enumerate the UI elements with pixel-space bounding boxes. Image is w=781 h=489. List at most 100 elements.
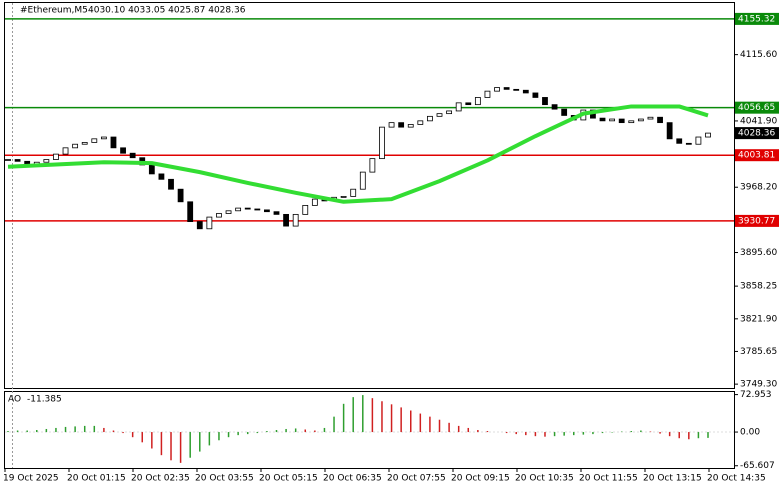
y-tick-label: 3749.30 (740, 380, 777, 390)
candle (561, 108, 568, 116)
x-tick-label: 20 Oct 14:35 (707, 474, 766, 484)
candle (302, 204, 309, 215)
candle (436, 113, 443, 117)
ao-current: -11.385 (27, 395, 62, 405)
x-tick-label: 20 Oct 01:15 (67, 474, 126, 484)
candle (5, 159, 11, 161)
candle (311, 198, 318, 206)
candle (705, 132, 711, 138)
candle (522, 89, 529, 94)
candle (637, 118, 644, 122)
candle (647, 116, 654, 120)
x-tick-label: 20 Oct 02:35 (131, 474, 190, 484)
candle (657, 116, 663, 124)
level-label: 4003.81 (738, 151, 775, 161)
candle (618, 118, 625, 124)
candle (369, 158, 376, 173)
candle (398, 122, 405, 128)
candle (599, 117, 606, 122)
candle (196, 221, 203, 230)
candle (292, 213, 299, 227)
chart-title: #Ethereum,M5 (20, 6, 88, 16)
candle (503, 87, 510, 90)
candle (340, 195, 347, 198)
candle (542, 97, 548, 106)
candle (455, 102, 462, 112)
ao-frame (4, 391, 735, 469)
candle (494, 87, 500, 92)
candle (628, 120, 635, 124)
x-tick-label: 20 Oct 10:35 (515, 474, 574, 484)
candle (388, 122, 395, 128)
candle (62, 147, 69, 155)
x-tick-label: 20 Oct 07:55 (387, 474, 446, 484)
current-price-label: 4028.36 (738, 129, 775, 139)
candle (206, 216, 213, 230)
ao-tick-label: 72.953 (740, 390, 772, 400)
candle (407, 124, 414, 128)
x-tick-label: 20 Oct 03:55 (195, 474, 254, 484)
candle (685, 142, 692, 145)
x-tick-label: 20 Oct 09:15 (451, 474, 510, 484)
candle (446, 110, 452, 115)
level-label: 3930.77 (738, 216, 775, 226)
candle (187, 201, 194, 222)
candle (695, 136, 702, 145)
candle (225, 210, 232, 214)
y-tick-label: 3785.65 (740, 347, 777, 357)
x-tick-label: 20 Oct 11:55 (579, 474, 638, 484)
level-label: 4056.65 (738, 103, 775, 113)
current-price-box (735, 127, 779, 140)
x-tick-label: 20 Oct 05:15 (259, 474, 318, 484)
candle (484, 90, 491, 98)
candle (91, 138, 98, 143)
candle (417, 120, 424, 125)
x-tick-label: 19 Oct 2025 (3, 474, 59, 484)
price-frame (4, 2, 735, 389)
y-tick-label: 3968.20 (740, 183, 777, 193)
candle (120, 147, 126, 154)
candle (81, 142, 88, 145)
x-tick-label: 20 Oct 13:15 (643, 474, 702, 484)
candle (216, 213, 222, 218)
candle (168, 178, 174, 190)
candle (129, 152, 136, 159)
x-tick-label: 20 Oct 06:35 (323, 474, 382, 484)
candle (273, 211, 280, 215)
candle (244, 207, 251, 210)
candle (676, 138, 683, 144)
candle (379, 126, 385, 160)
candle (359, 171, 366, 190)
candle (72, 143, 79, 149)
candle (100, 136, 107, 140)
candle (110, 136, 117, 149)
ohlc-text: 4030.10 4033.05 4025.87 4028.36 (88, 6, 246, 16)
level-box (735, 214, 779, 227)
candle (43, 159, 50, 163)
candle (427, 115, 433, 122)
ao-title: AO (8, 395, 21, 405)
candle (551, 104, 558, 110)
candle (254, 208, 261, 211)
candle (14, 159, 21, 162)
ao-tick-label: -65.607 (740, 461, 775, 471)
candle (235, 207, 242, 212)
y-tick-label: 3895.60 (740, 248, 777, 258)
candle (350, 188, 357, 197)
y-tick-label: 4115.60 (740, 50, 777, 60)
candle (283, 213, 289, 227)
candle (609, 118, 616, 122)
level-box (735, 101, 779, 114)
y-tick-label: 3821.90 (740, 314, 777, 324)
level-label: 4155.32 (738, 14, 775, 24)
ao-tick-label: 0.00 (740, 428, 760, 438)
candle (474, 97, 481, 106)
candle (158, 173, 165, 180)
candle (532, 92, 539, 98)
candle (465, 102, 472, 106)
level-box (735, 149, 779, 162)
y-tick-label: 4041.90 (740, 116, 777, 126)
level-box (735, 12, 779, 25)
